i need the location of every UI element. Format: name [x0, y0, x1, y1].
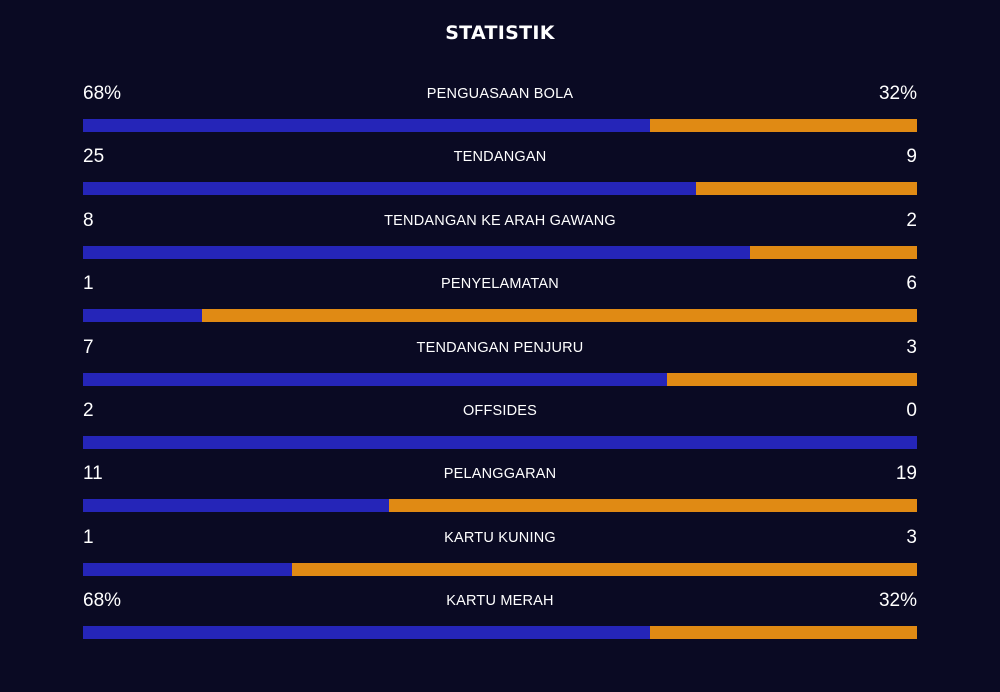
stat-label: TENDANGAN PENJURU	[416, 339, 584, 356]
away-bar-fill	[650, 626, 917, 640]
comparison-bar	[83, 119, 917, 132]
home-bar-fill	[83, 182, 697, 196]
away-value: 9	[906, 146, 917, 168]
home-bar-fill	[83, 119, 651, 132]
comparison-bar	[83, 309, 917, 323]
home-bar-fill	[83, 562, 292, 576]
home-bar-fill	[83, 435, 917, 449]
away-value: 32%	[878, 83, 917, 104]
stat-row-yellow-cards: 1 KARTU KUNING 3	[83, 524, 917, 587]
home-value: 1	[83, 526, 94, 548]
comparison-bar	[83, 626, 917, 640]
comparison-bar	[83, 182, 917, 196]
home-bar-fill	[83, 372, 667, 386]
stat-label: PELANGGARAN	[443, 466, 557, 483]
home-value: 8	[83, 209, 94, 231]
home-bar-fill	[83, 309, 203, 323]
home-bar-fill	[83, 626, 651, 640]
stat-label: TENDANGAN KE ARAH GAWANG	[384, 212, 616, 229]
stat-label: OFFSIDES	[462, 402, 538, 419]
stats-list: 68% PENGUASAAN BOLA 32% 25 TENDANGAN 9 8…	[83, 80, 917, 651]
stat-label: PENYELAMATAN	[441, 276, 559, 293]
away-bar-fill	[202, 309, 917, 323]
home-bar-fill	[83, 245, 751, 259]
comparison-bar	[83, 435, 917, 449]
home-value: 11	[83, 463, 103, 485]
away-bar-fill	[666, 372, 917, 386]
stat-row-possession: 68% PENGUASAAN BOLA 32%	[83, 80, 917, 143]
away-value: 3	[906, 336, 917, 358]
away-value: 0	[906, 399, 917, 421]
stat-label: KARTU MERAH	[446, 593, 554, 610]
stat-label: KARTU KUNING	[444, 529, 556, 546]
away-value: 32%	[878, 590, 917, 612]
away-value: 2	[906, 209, 917, 231]
comparison-bar	[83, 562, 917, 576]
stat-row-shots: 25 TENDANGAN 9	[83, 143, 917, 206]
comparison-bar	[83, 499, 917, 513]
stat-row-saves: 1 PENYELAMATAN 6	[83, 270, 917, 333]
comparison-bar	[83, 245, 917, 259]
home-bar-fill	[83, 499, 389, 513]
home-value: 2	[83, 399, 94, 421]
away-bar-fill	[650, 119, 917, 132]
away-bar-fill	[388, 499, 917, 513]
away-value: 19	[895, 463, 917, 485]
stat-row-fouls: 11 PELANGGARAN 19	[83, 460, 917, 523]
stat-row-offsides: 2 OFFSIDES 0	[83, 397, 917, 460]
home-value: 1	[83, 273, 94, 295]
stat-label: TENDANGAN	[453, 149, 547, 166]
away-bar-fill	[750, 245, 917, 259]
stat-row-shots-on-target: 8 TENDANGAN KE ARAH GAWANG 2	[83, 207, 917, 270]
stat-row-corners: 7 TENDANGAN PENJURU 3	[83, 334, 917, 397]
away-bar-fill	[696, 182, 917, 196]
away-value: 6	[906, 273, 917, 295]
away-bar-fill	[291, 562, 917, 576]
home-value: 68%	[83, 590, 122, 612]
away-value: 3	[906, 526, 917, 548]
home-value: 68%	[83, 83, 122, 104]
stat-label: PENGUASAAN BOLA	[426, 86, 574, 102]
stat-row-red-cards: 68% KARTU MERAH 32%	[83, 587, 917, 650]
home-value: 7	[83, 336, 94, 358]
home-value: 25	[83, 146, 105, 168]
comparison-bar	[83, 372, 917, 386]
page-title: STATISTIK	[445, 22, 555, 44]
